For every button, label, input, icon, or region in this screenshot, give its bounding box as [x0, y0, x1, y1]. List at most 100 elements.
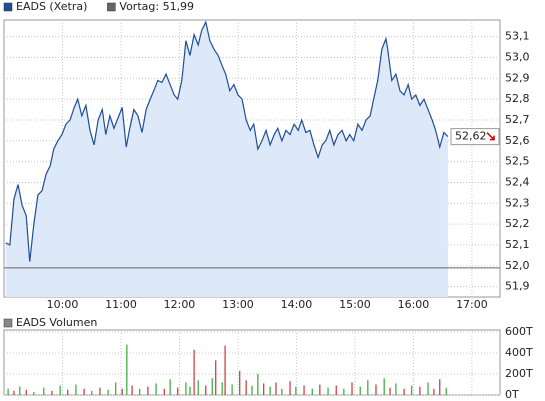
- volume-bar: [189, 386, 191, 395]
- x-tick-label: 17:00: [456, 298, 488, 311]
- volume-bar: [359, 386, 361, 395]
- y-tick-label: 52,2: [505, 217, 530, 230]
- volume-bar: [59, 385, 61, 395]
- x-tick-label: 10:00: [47, 298, 79, 311]
- y-tick-label: 52,0: [505, 259, 530, 272]
- y-tick-label: 600T: [505, 325, 533, 338]
- volume-bar: [403, 388, 405, 395]
- volume-bar: [197, 380, 199, 395]
- volume-bar: [169, 379, 171, 395]
- volume-bar: [115, 382, 117, 395]
- volume-bar: [327, 387, 329, 395]
- y-tick-label: 0T: [505, 388, 519, 401]
- price-line: [5, 20, 449, 262]
- y-tick-label: 400T: [505, 346, 533, 359]
- volume-bar: [389, 387, 391, 395]
- last-value-label: 52,62: [455, 130, 487, 143]
- volume-bar: [121, 388, 123, 395]
- volume-bar: [433, 388, 435, 395]
- volume-bar: [445, 387, 447, 395]
- volume-bar: [383, 378, 385, 395]
- y-tick-label: 200T: [505, 367, 533, 380]
- volume-bar: [215, 360, 217, 395]
- volume-bar: [295, 386, 297, 395]
- volume-bar: [343, 388, 345, 395]
- volume-bar: [33, 391, 35, 395]
- volume-bar: [281, 388, 283, 395]
- volume-bar: [221, 382, 223, 395]
- x-tick-label: 15:00: [339, 298, 371, 311]
- volume-bar: [319, 384, 321, 395]
- y-tick-label: 53,0: [505, 50, 530, 63]
- volume-bar: [289, 381, 291, 395]
- volume-bar: [269, 386, 271, 395]
- volume-bar: [107, 389, 109, 395]
- x-tick-label: 14:00: [281, 298, 313, 311]
- legend-swatch: [3, 318, 13, 328]
- volume-bar: [99, 387, 101, 395]
- volume-bar: [19, 386, 21, 395]
- volume-bar: [257, 374, 259, 395]
- volume-bar: [67, 389, 69, 395]
- legend-swatch: [3, 2, 13, 12]
- volume-bar: [91, 390, 93, 395]
- volume-bar: [427, 382, 429, 395]
- volume-bar: [205, 385, 207, 395]
- volume-bar: [155, 383, 157, 395]
- volume-bar: [303, 385, 305, 395]
- volume-bar: [25, 389, 27, 395]
- volume-bar: [193, 349, 195, 395]
- volume-bar: [375, 384, 377, 395]
- legend-label: EADS Volumen: [16, 316, 97, 329]
- legend-label: EADS (Xetra): [16, 0, 87, 13]
- volume-bar: [7, 388, 9, 395]
- volume-bar: [43, 387, 45, 395]
- volume-bar: [439, 379, 441, 395]
- volume-bar: [13, 390, 15, 395]
- volume-bar: [131, 385, 133, 395]
- volume-bar: [177, 387, 179, 395]
- legend-label: Vortag: 51,99: [119, 0, 194, 13]
- volume-bar: [139, 388, 141, 395]
- x-tick-label: 11:00: [105, 298, 137, 311]
- volume-bar: [367, 380, 369, 395]
- y-tick-label: 52,5: [505, 155, 530, 168]
- legend-swatch: [107, 2, 116, 12]
- volume-bar: [211, 378, 213, 395]
- volume-bar: [351, 382, 353, 395]
- volume-bar: [335, 385, 337, 395]
- volume-bar: [51, 390, 53, 395]
- x-tick-label: 13:00: [222, 298, 254, 311]
- volume-bar: [311, 388, 313, 395]
- y-tick-label: 52,4: [505, 175, 530, 188]
- y-tick-label: 51,9: [505, 280, 530, 293]
- volume-bar: [275, 382, 277, 395]
- y-tick-label: 52,1: [505, 238, 530, 251]
- volume-bar: [126, 344, 128, 395]
- area-fill: [5, 22, 448, 298]
- volume-bar: [239, 370, 241, 395]
- volume-bar: [147, 386, 149, 395]
- volume-frame: [3, 329, 501, 396]
- y-tick-label: 52,3: [505, 196, 530, 209]
- volume-bar: [395, 383, 397, 395]
- x-tick-label: 12:00: [164, 298, 196, 311]
- down-arrow: [486, 132, 495, 141]
- volume-bar: [163, 388, 165, 395]
- y-tick-label: 52,6: [505, 134, 530, 147]
- y-tick-label: 52,8: [505, 92, 530, 105]
- y-tick-label: 52,9: [505, 71, 530, 84]
- y-tick-label: 53,1: [505, 30, 530, 43]
- volume-bar: [419, 386, 421, 395]
- volume-bar: [263, 383, 265, 395]
- volume-bar: [224, 345, 226, 395]
- volume-bar: [411, 385, 413, 395]
- y-tick-label: 52,7: [505, 113, 530, 126]
- volume-bar: [83, 388, 85, 395]
- volume-bar: [75, 384, 77, 395]
- volume-bar: [245, 380, 247, 395]
- volume-bar: [185, 382, 187, 395]
- volume-bar: [251, 385, 253, 395]
